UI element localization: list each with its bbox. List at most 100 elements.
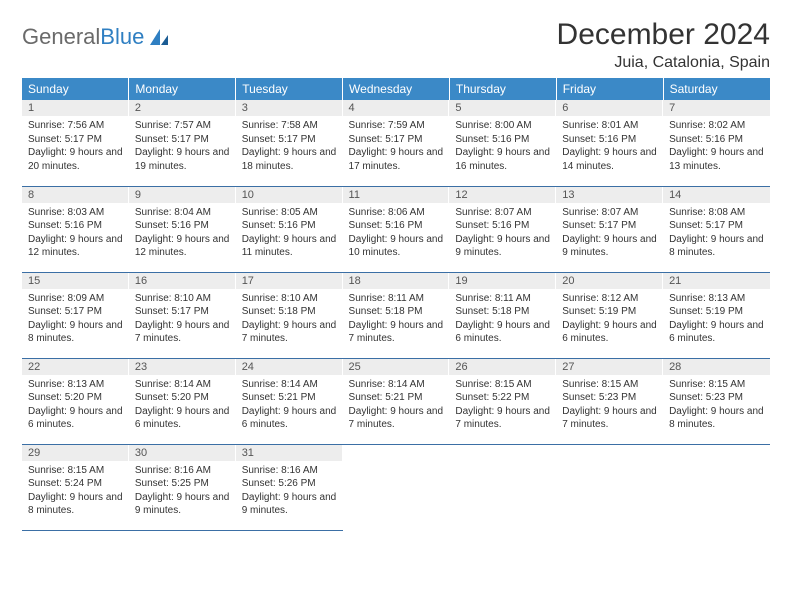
day-body: Sunrise: 8:14 AMSunset: 5:20 PMDaylight:… [129,375,236,436]
month-title: December 2024 [557,18,770,52]
daylight-text: Daylight: 9 hours and 7 minutes. [455,405,550,432]
sunset-text: Sunset: 5:17 PM [135,133,230,147]
day-number: 9 [129,187,236,203]
calendar-day-cell: 19Sunrise: 8:11 AMSunset: 5:18 PMDayligh… [449,272,556,358]
day-body: Sunrise: 8:04 AMSunset: 5:16 PMDaylight:… [129,203,236,264]
sunset-text: Sunset: 5:21 PM [349,391,444,405]
day-number: 7 [663,100,770,116]
daylight-text: Daylight: 9 hours and 20 minutes. [28,146,123,173]
calendar-day-cell: 7Sunrise: 8:02 AMSunset: 5:16 PMDaylight… [663,100,770,186]
sunrise-text: Sunrise: 8:16 AM [242,464,337,478]
day-number: 4 [343,100,450,116]
calendar-table: Sunday Monday Tuesday Wednesday Thursday… [22,78,770,531]
calendar-day-cell [663,444,770,530]
daylight-text: Daylight: 9 hours and 17 minutes. [349,146,444,173]
weekday-header: Thursday [449,78,556,100]
sunset-text: Sunset: 5:16 PM [135,219,230,233]
sunset-text: Sunset: 5:26 PM [242,477,337,491]
day-body: Sunrise: 7:59 AMSunset: 5:17 PMDaylight:… [343,116,450,177]
sunset-text: Sunset: 5:16 PM [349,219,444,233]
day-body: Sunrise: 7:56 AMSunset: 5:17 PMDaylight:… [22,116,129,177]
sunset-text: Sunset: 5:19 PM [669,305,764,319]
sunrise-text: Sunrise: 8:14 AM [135,378,230,392]
day-number: 28 [663,359,770,375]
day-body: Sunrise: 8:16 AMSunset: 5:25 PMDaylight:… [129,461,236,522]
sunset-text: Sunset: 5:16 PM [455,219,550,233]
day-body: Sunrise: 8:10 AMSunset: 5:18 PMDaylight:… [236,289,343,350]
weekday-header: Saturday [663,78,770,100]
sunrise-text: Sunrise: 7:58 AM [242,119,337,133]
sunset-text: Sunset: 5:20 PM [28,391,123,405]
daylight-text: Daylight: 9 hours and 6 minutes. [135,405,230,432]
daylight-text: Daylight: 9 hours and 19 minutes. [135,146,230,173]
daylight-text: Daylight: 9 hours and 12 minutes. [28,233,123,260]
daylight-text: Daylight: 9 hours and 14 minutes. [562,146,657,173]
day-body: Sunrise: 8:03 AMSunset: 5:16 PMDaylight:… [22,203,129,264]
sunrise-text: Sunrise: 8:12 AM [562,292,657,306]
calendar-day-cell: 31Sunrise: 8:16 AMSunset: 5:26 PMDayligh… [236,444,343,530]
day-number: 19 [449,273,556,289]
sunrise-text: Sunrise: 8:02 AM [669,119,764,133]
sunset-text: Sunset: 5:18 PM [455,305,550,319]
calendar-day-cell: 11Sunrise: 8:06 AMSunset: 5:16 PMDayligh… [343,186,450,272]
calendar-day-cell: 9Sunrise: 8:04 AMSunset: 5:16 PMDaylight… [129,186,236,272]
calendar-day-cell: 13Sunrise: 8:07 AMSunset: 5:17 PMDayligh… [556,186,663,272]
calendar-day-cell [343,444,450,530]
location: Juia, Catalonia, Spain [557,54,770,72]
sunrise-text: Sunrise: 8:10 AM [135,292,230,306]
day-number: 26 [449,359,556,375]
weekday-header: Sunday [22,78,129,100]
calendar-day-cell: 15Sunrise: 8:09 AMSunset: 5:17 PMDayligh… [22,272,129,358]
header: GeneralBlue December 2024 Juia, Cataloni… [22,18,770,72]
sunrise-text: Sunrise: 8:16 AM [135,464,230,478]
daylight-text: Daylight: 9 hours and 9 minutes. [455,233,550,260]
sunrise-text: Sunrise: 8:15 AM [455,378,550,392]
calendar-day-cell: 29Sunrise: 8:15 AMSunset: 5:24 PMDayligh… [22,444,129,530]
day-body: Sunrise: 8:13 AMSunset: 5:20 PMDaylight:… [22,375,129,436]
daylight-text: Daylight: 9 hours and 7 minutes. [349,319,444,346]
day-number: 3 [236,100,343,116]
day-number: 11 [343,187,450,203]
calendar-week-row: 29Sunrise: 8:15 AMSunset: 5:24 PMDayligh… [22,444,770,530]
calendar-day-cell: 28Sunrise: 8:15 AMSunset: 5:23 PMDayligh… [663,358,770,444]
day-number: 2 [129,100,236,116]
daylight-text: Daylight: 9 hours and 11 minutes. [242,233,337,260]
sunrise-text: Sunrise: 8:14 AM [242,378,337,392]
logo-word-2: Blue [100,24,144,50]
day-number: 8 [22,187,129,203]
sunset-text: Sunset: 5:17 PM [28,305,123,319]
day-number: 27 [556,359,663,375]
sunrise-text: Sunrise: 8:13 AM [28,378,123,392]
daylight-text: Daylight: 9 hours and 13 minutes. [669,146,764,173]
calendar-day-cell: 30Sunrise: 8:16 AMSunset: 5:25 PMDayligh… [129,444,236,530]
daylight-text: Daylight: 9 hours and 6 minutes. [669,319,764,346]
sunrise-text: Sunrise: 8:06 AM [349,206,444,220]
logo: GeneralBlue [22,24,170,50]
weekday-header: Friday [556,78,663,100]
day-body: Sunrise: 8:12 AMSunset: 5:19 PMDaylight:… [556,289,663,350]
calendar-day-cell: 5Sunrise: 8:00 AMSunset: 5:16 PMDaylight… [449,100,556,186]
sunset-text: Sunset: 5:17 PM [669,219,764,233]
sunset-text: Sunset: 5:20 PM [135,391,230,405]
day-body: Sunrise: 8:15 AMSunset: 5:22 PMDaylight:… [449,375,556,436]
daylight-text: Daylight: 9 hours and 8 minutes. [28,319,123,346]
day-body: Sunrise: 8:16 AMSunset: 5:26 PMDaylight:… [236,461,343,522]
daylight-text: Daylight: 9 hours and 12 minutes. [135,233,230,260]
sunrise-text: Sunrise: 8:07 AM [455,206,550,220]
sunset-text: Sunset: 5:16 PM [562,133,657,147]
calendar-day-cell: 4Sunrise: 7:59 AMSunset: 5:17 PMDaylight… [343,100,450,186]
calendar-header-row: Sunday Monday Tuesday Wednesday Thursday… [22,78,770,100]
sunrise-text: Sunrise: 8:05 AM [242,206,337,220]
calendar-body: 1Sunrise: 7:56 AMSunset: 5:17 PMDaylight… [22,100,770,530]
sunrise-text: Sunrise: 8:09 AM [28,292,123,306]
daylight-text: Daylight: 9 hours and 6 minutes. [242,405,337,432]
sunrise-text: Sunrise: 8:13 AM [669,292,764,306]
daylight-text: Daylight: 9 hours and 18 minutes. [242,146,337,173]
day-body: Sunrise: 8:05 AMSunset: 5:16 PMDaylight:… [236,203,343,264]
sunrise-text: Sunrise: 8:00 AM [455,119,550,133]
day-number: 21 [663,273,770,289]
sunrise-text: Sunrise: 8:03 AM [28,206,123,220]
daylight-text: Daylight: 9 hours and 6 minutes. [562,319,657,346]
day-number: 12 [449,187,556,203]
sunrise-text: Sunrise: 8:01 AM [562,119,657,133]
